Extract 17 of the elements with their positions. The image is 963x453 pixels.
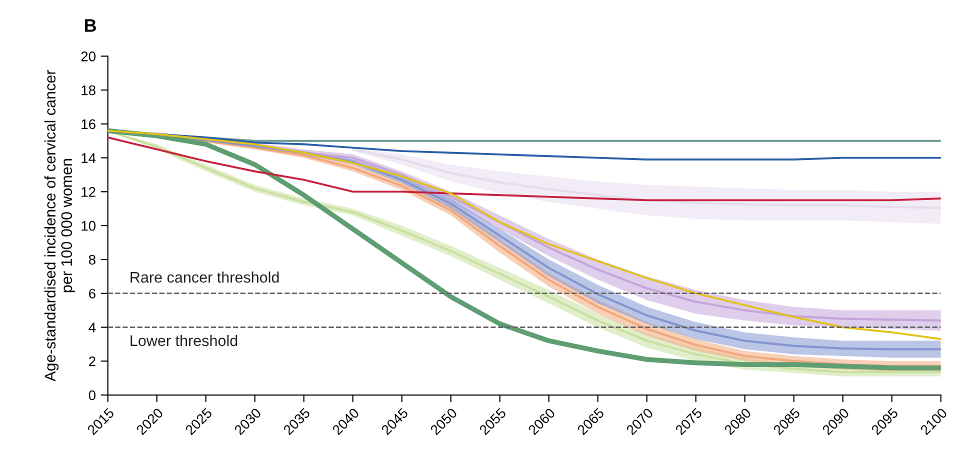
y-tick-label: 2 xyxy=(89,356,96,366)
y-tick-label: 8 xyxy=(88,254,96,265)
line-series xyxy=(108,136,941,202)
y-tick-label: 10 xyxy=(82,220,96,231)
y-tick-label: 16 xyxy=(82,119,96,130)
y-axis-title: Age-standardised incidence of cervical cancer per 100 000 women xyxy=(44,70,76,382)
line-series xyxy=(352,148,941,209)
ref-line-label: Lower threshold xyxy=(130,334,238,346)
y-tick-label: 6 xyxy=(89,288,96,299)
y-tick-label: 12 xyxy=(82,187,96,197)
y-tick-label: 14 xyxy=(82,153,96,163)
ref-line-label: Rare cancer threshold xyxy=(130,271,279,283)
y-tick-label: 20 xyxy=(81,52,96,62)
y-tick-label: 0 xyxy=(88,390,96,400)
y-tick-label: 4 xyxy=(88,322,96,332)
chart-title: B xyxy=(84,19,96,32)
y-tick-label: 18 xyxy=(82,85,96,96)
